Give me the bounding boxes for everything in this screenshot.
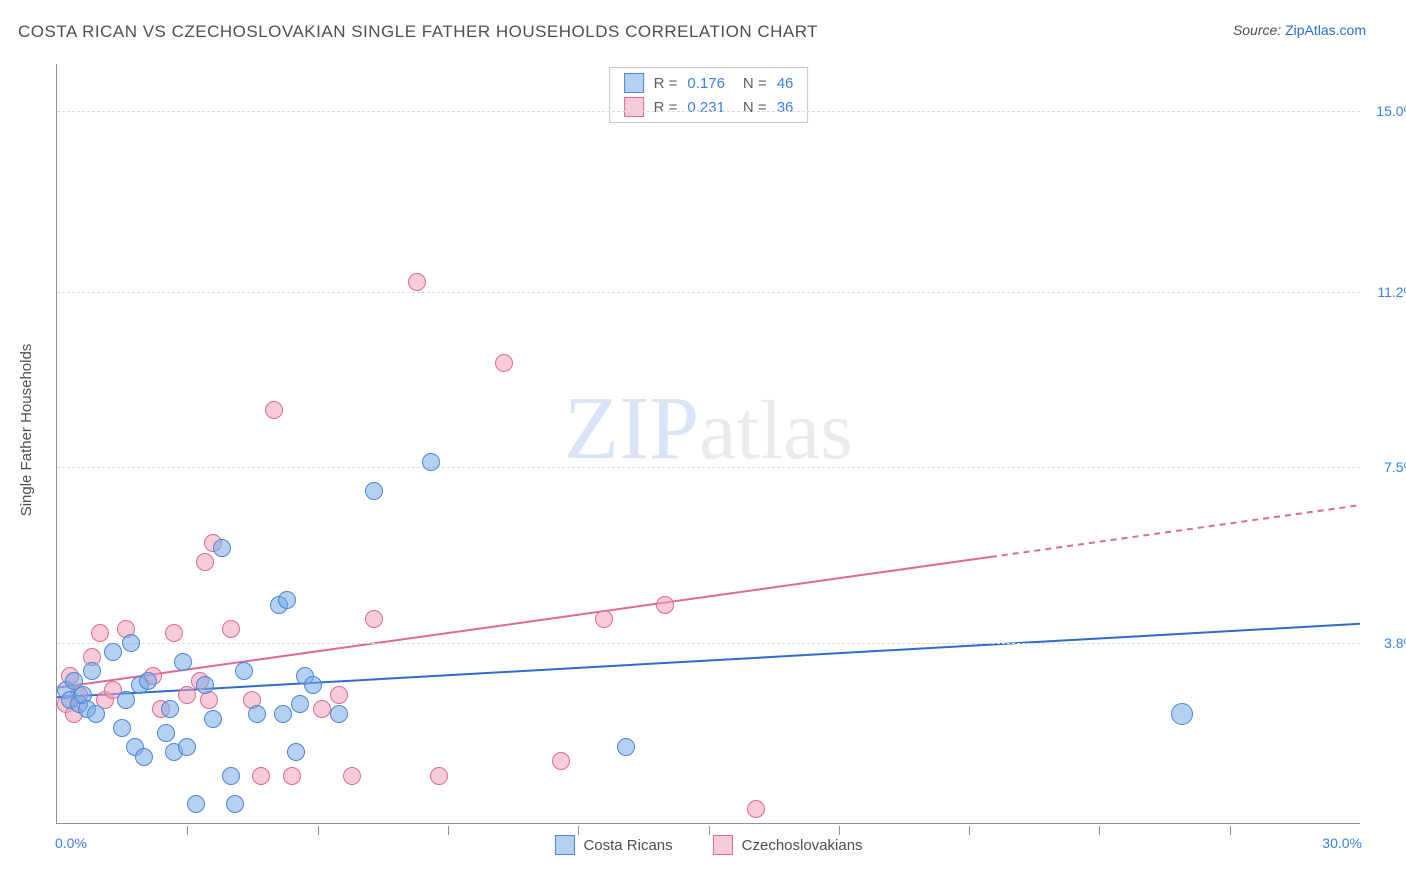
watermark-atlas: atlas xyxy=(699,384,853,477)
pink-swatch-icon xyxy=(713,835,733,855)
x-tick xyxy=(187,826,188,835)
data-point xyxy=(204,710,222,728)
x-axis-min-label: 0.0% xyxy=(55,835,87,851)
r-label: R = xyxy=(654,75,678,92)
x-tick xyxy=(969,826,970,835)
data-point xyxy=(213,539,231,557)
data-point xyxy=(343,767,361,785)
legend-pink-label: Czechoslovakians xyxy=(742,837,863,854)
data-point xyxy=(122,634,140,652)
y-tick-label: 3.8% xyxy=(1384,635,1406,651)
gridline xyxy=(57,292,1360,293)
data-point xyxy=(291,695,309,713)
data-point xyxy=(226,795,244,813)
pink-n-value: 36 xyxy=(777,99,794,116)
data-point xyxy=(165,624,183,642)
legend-pink: Czechoslovakians xyxy=(713,835,863,855)
data-point xyxy=(196,553,214,571)
data-point xyxy=(87,705,105,723)
data-point xyxy=(430,767,448,785)
x-tick xyxy=(1230,826,1231,835)
x-tick xyxy=(578,826,579,835)
blue-swatch-icon xyxy=(554,835,574,855)
data-point xyxy=(117,691,135,709)
blue-swatch-icon xyxy=(624,73,644,93)
data-point xyxy=(222,767,240,785)
data-point xyxy=(495,354,513,372)
data-point xyxy=(747,800,765,818)
data-point xyxy=(252,767,270,785)
data-point xyxy=(552,752,570,770)
data-point xyxy=(113,719,131,737)
data-point xyxy=(408,273,426,291)
source-attribution: Source: ZipAtlas.com xyxy=(1233,22,1366,38)
data-point xyxy=(235,662,253,680)
y-tick-label: 7.5% xyxy=(1384,459,1406,475)
data-point xyxy=(656,596,674,614)
stats-row-pink: R = 0.231 N = 36 xyxy=(610,95,808,119)
y-tick-label: 11.2% xyxy=(1377,284,1406,300)
data-point xyxy=(135,748,153,766)
watermark-zip: ZIP xyxy=(564,379,699,478)
pink-r-value: 0.231 xyxy=(687,99,725,116)
data-point xyxy=(617,738,635,756)
r-label: R = xyxy=(654,99,678,116)
source-label: Source: xyxy=(1233,22,1281,38)
x-tick xyxy=(448,826,449,835)
data-point xyxy=(104,643,122,661)
data-point xyxy=(187,795,205,813)
blue-r-value: 0.176 xyxy=(687,75,725,92)
x-tick xyxy=(1099,826,1100,835)
data-point xyxy=(222,620,240,638)
x-tick xyxy=(709,826,710,835)
data-point xyxy=(283,767,301,785)
data-point xyxy=(83,662,101,680)
data-point xyxy=(1171,703,1193,725)
data-point xyxy=(196,676,214,694)
x-tick xyxy=(318,826,319,835)
data-point xyxy=(365,482,383,500)
data-point xyxy=(248,705,266,723)
x-tick xyxy=(839,826,840,835)
data-point xyxy=(330,705,348,723)
gridline xyxy=(57,643,1360,644)
gridline xyxy=(57,467,1360,468)
n-label: N = xyxy=(743,99,767,116)
data-point xyxy=(161,700,179,718)
source-link[interactable]: ZipAtlas.com xyxy=(1285,22,1366,38)
data-point xyxy=(422,453,440,471)
scatter-plot-area: ZIPatlas R = 0.176 N = 46 R = 0.231 N = … xyxy=(56,64,1360,824)
data-point xyxy=(157,724,175,742)
y-tick-label: 15.0% xyxy=(1376,103,1406,119)
data-point xyxy=(330,686,348,704)
data-point xyxy=(313,700,331,718)
data-point xyxy=(274,705,292,723)
data-point xyxy=(595,610,613,628)
series-legend: Costa Ricans Czechoslovakians xyxy=(554,835,862,855)
legend-blue-label: Costa Ricans xyxy=(583,837,672,854)
chart-title: COSTA RICAN VS CZECHOSLOVAKIAN SINGLE FA… xyxy=(18,22,818,42)
n-label: N = xyxy=(743,75,767,92)
legend-blue: Costa Ricans xyxy=(554,835,672,855)
x-axis-max-label: 30.0% xyxy=(1322,835,1362,851)
y-axis-label: Single Father Households xyxy=(18,344,35,517)
data-point xyxy=(265,401,283,419)
data-point xyxy=(91,624,109,642)
data-point xyxy=(178,738,196,756)
data-point xyxy=(178,686,196,704)
data-point xyxy=(278,591,296,609)
watermark: ZIPatlas xyxy=(564,377,853,480)
data-point xyxy=(174,653,192,671)
data-point xyxy=(365,610,383,628)
data-point xyxy=(287,743,305,761)
data-point xyxy=(304,676,322,694)
gridline xyxy=(57,111,1360,112)
blue-n-value: 46 xyxy=(777,75,794,92)
stats-row-blue: R = 0.176 N = 46 xyxy=(610,71,808,95)
pink-swatch-icon xyxy=(624,97,644,117)
data-point xyxy=(139,672,157,690)
correlation-stats-box: R = 0.176 N = 46 R = 0.231 N = 36 xyxy=(609,67,809,123)
